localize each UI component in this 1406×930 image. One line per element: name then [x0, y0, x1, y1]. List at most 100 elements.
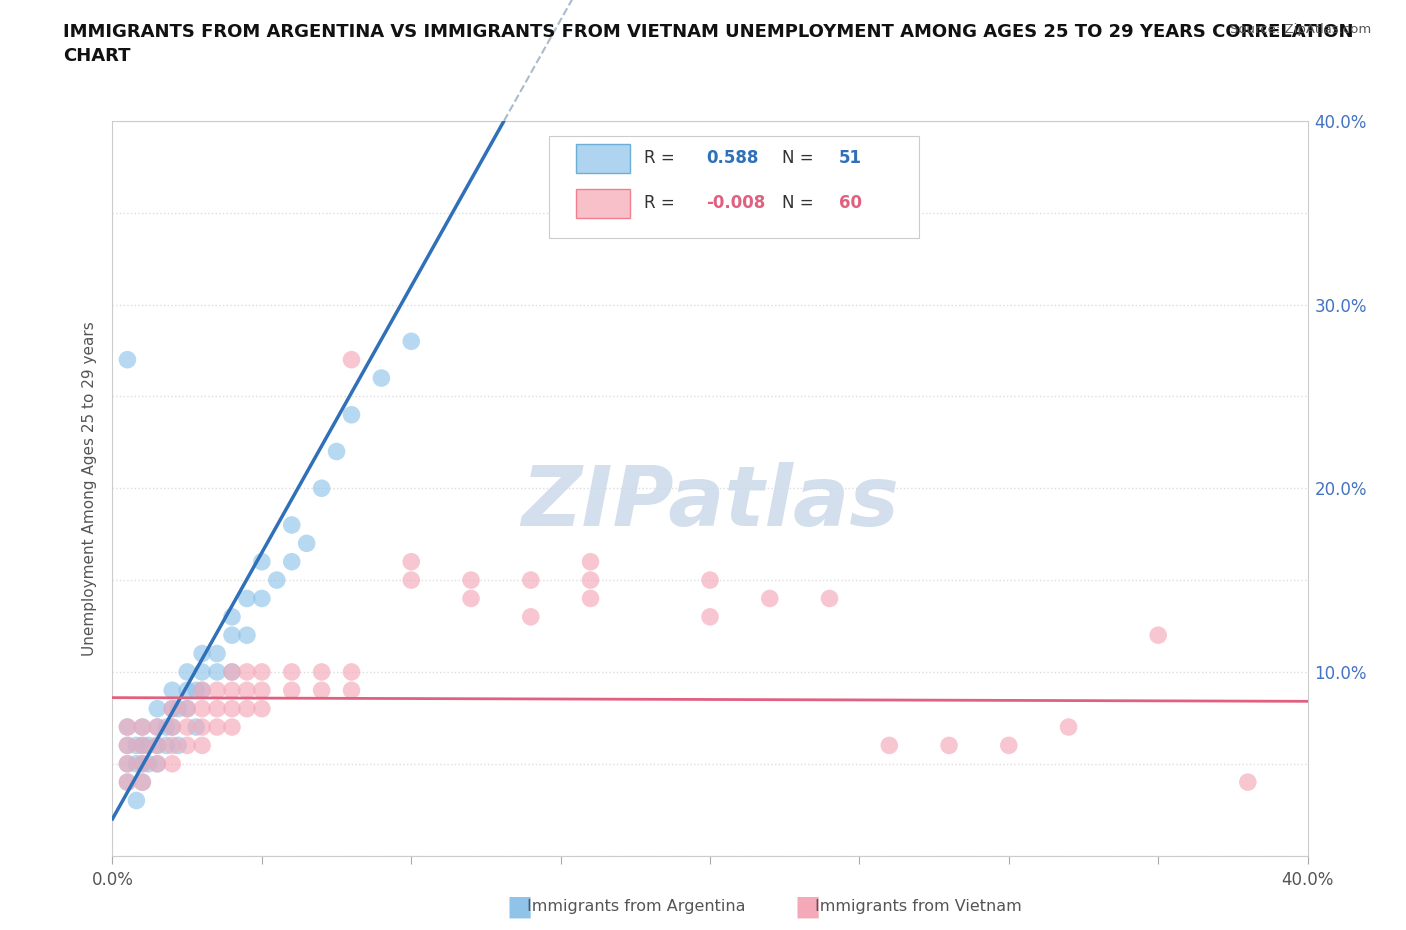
Point	[117, 756, 139, 771]
Text: ZIPatlas: ZIPatlas	[522, 462, 898, 543]
Point	[146, 720, 169, 735]
Point	[205, 720, 228, 735]
Point	[325, 445, 347, 459]
Point	[340, 664, 363, 679]
Point	[146, 756, 169, 771]
Point	[879, 738, 901, 753]
Bar	[576, 189, 630, 218]
Point	[131, 738, 153, 753]
Y-axis label: Unemployment Among Ages 25 to 29 years: Unemployment Among Ages 25 to 29 years	[82, 321, 97, 656]
Point	[191, 738, 214, 753]
Point	[205, 701, 228, 716]
Point	[176, 701, 198, 716]
Point	[221, 720, 243, 735]
Point	[340, 683, 363, 698]
Text: ■: ■	[506, 893, 533, 921]
Point	[281, 517, 304, 532]
Point	[138, 738, 160, 753]
Point	[131, 775, 153, 790]
Point	[370, 370, 392, 385]
Point	[155, 738, 177, 753]
Point	[579, 591, 602, 606]
Point	[117, 720, 139, 735]
Point	[176, 720, 198, 735]
Point	[520, 573, 543, 588]
Point	[221, 664, 243, 679]
Point	[281, 554, 304, 569]
Text: N =: N =	[782, 194, 818, 212]
Point	[281, 664, 304, 679]
Point	[998, 738, 1021, 753]
Point	[117, 756, 139, 771]
Point	[1147, 628, 1170, 643]
Text: Source: ZipAtlas.com: Source: ZipAtlas.com	[1230, 23, 1371, 36]
Point	[155, 720, 177, 735]
Point	[1237, 775, 1260, 790]
Point	[938, 738, 960, 753]
Point	[818, 591, 841, 606]
Point	[162, 738, 183, 753]
FancyBboxPatch shape	[548, 136, 920, 238]
Point	[191, 701, 214, 716]
Point	[250, 683, 273, 698]
Point	[117, 738, 139, 753]
Point	[250, 664, 273, 679]
Point	[131, 775, 153, 790]
Point	[191, 683, 214, 698]
Point	[186, 683, 208, 698]
Point	[191, 683, 214, 698]
Point	[117, 775, 139, 790]
Point	[579, 554, 602, 569]
Point	[167, 701, 190, 716]
Text: ■: ■	[794, 893, 821, 921]
Point	[117, 720, 139, 735]
Text: -0.008: -0.008	[706, 194, 766, 212]
Point	[167, 738, 190, 753]
Point	[131, 720, 153, 735]
Point	[162, 756, 183, 771]
Text: 0.588: 0.588	[706, 150, 759, 167]
Point	[250, 701, 273, 716]
Point	[138, 756, 160, 771]
Point	[520, 609, 543, 624]
Text: IMMIGRANTS FROM ARGENTINA VS IMMIGRANTS FROM VIETNAM UNEMPLOYMENT AMONG AGES 25 : IMMIGRANTS FROM ARGENTINA VS IMMIGRANTS …	[63, 23, 1354, 65]
Point	[176, 664, 198, 679]
Point	[146, 738, 169, 753]
Point	[146, 738, 169, 753]
Point	[146, 720, 169, 735]
Point	[162, 701, 183, 716]
Point	[221, 683, 243, 698]
Text: 60: 60	[839, 194, 862, 212]
Point	[311, 683, 333, 698]
Point	[266, 573, 288, 588]
Point	[340, 407, 363, 422]
Point	[340, 352, 363, 367]
Text: Immigrants from Vietnam: Immigrants from Vietnam	[815, 899, 1022, 914]
Point	[125, 793, 148, 808]
Text: R =: R =	[644, 194, 681, 212]
Point	[250, 591, 273, 606]
Point	[311, 664, 333, 679]
Point	[131, 738, 153, 753]
Point	[205, 683, 228, 698]
Point	[311, 481, 333, 496]
Point	[236, 664, 259, 679]
Point	[401, 573, 423, 588]
Point	[759, 591, 782, 606]
Point	[699, 609, 721, 624]
Point	[186, 720, 208, 735]
Point	[162, 720, 183, 735]
Point	[221, 628, 243, 643]
Point	[460, 573, 482, 588]
Point	[125, 738, 148, 753]
Text: Immigrants from Argentina: Immigrants from Argentina	[527, 899, 745, 914]
Point	[191, 646, 214, 661]
Point	[401, 554, 423, 569]
Point	[176, 738, 198, 753]
Point	[699, 573, 721, 588]
Text: N =: N =	[782, 150, 818, 167]
Point	[1057, 720, 1080, 735]
Point	[162, 720, 183, 735]
Point	[221, 701, 243, 716]
Point	[162, 701, 183, 716]
